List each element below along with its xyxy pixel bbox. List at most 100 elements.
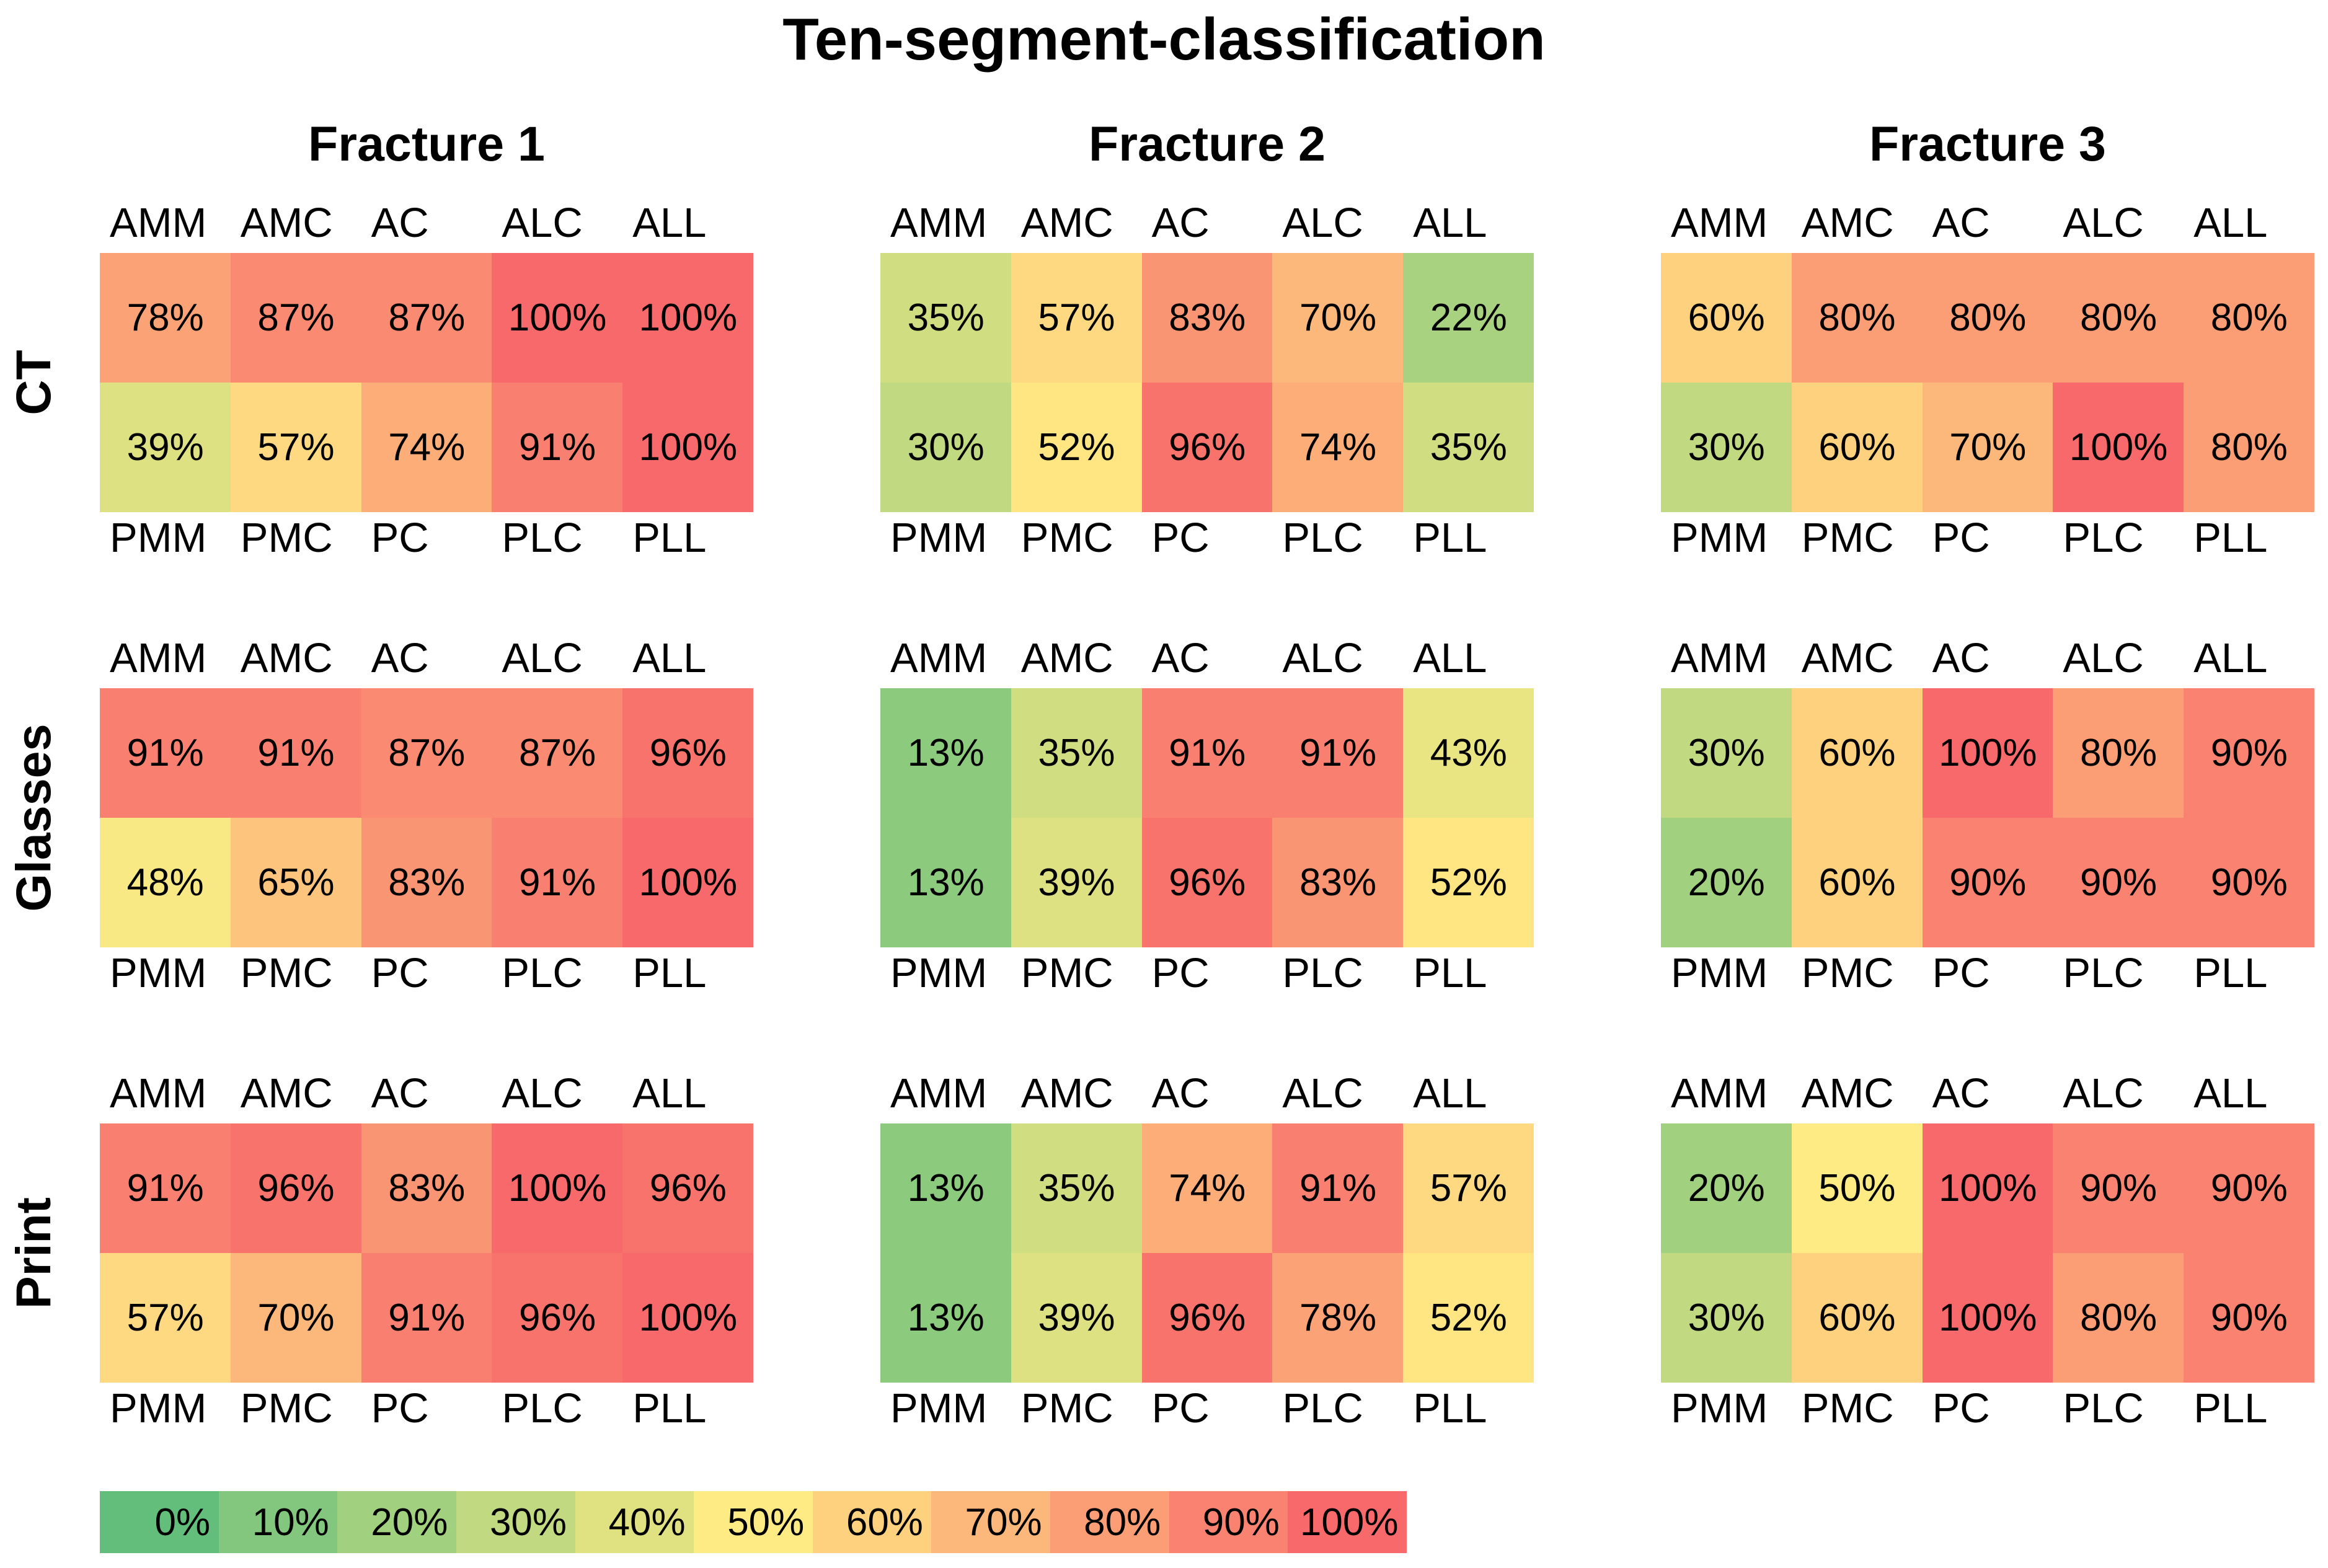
segment-label-ac: AC <box>1932 635 1990 681</box>
heatmap-cell-posterior: 83% <box>1272 818 1404 947</box>
heatmap-cell-anterior: 100% <box>622 253 754 383</box>
cell-value-suffix: % <box>702 861 738 904</box>
segment-label-pmm: PMM <box>890 515 988 561</box>
segment-label-all: ALL <box>632 1070 707 1117</box>
segment-label-alc: ALC <box>2063 200 2144 246</box>
cell-value-suffix: % <box>561 1296 596 1339</box>
heatmap-cell-anterior: 91% <box>1141 688 1273 818</box>
segment-label-pll: PLL <box>2193 515 2268 561</box>
cell-value-suffix: % <box>2122 1167 2158 1210</box>
heatmap-cell-anterior: 90% <box>2184 688 2315 818</box>
cell-value: 91 <box>518 426 562 469</box>
cell-value-suffix: % <box>2003 1296 2037 1339</box>
cell-value: 30 <box>907 426 950 469</box>
heatmap-cell-posterior: 96% <box>1141 818 1273 947</box>
segment-label-amm: AMM <box>1671 1070 1768 1117</box>
cell-value: 91 <box>126 1167 170 1210</box>
heatmap-cell-posterior: 57% <box>100 1253 231 1383</box>
heatmap-cell-anterior: 91% <box>100 1123 231 1253</box>
segment-label-amc: AMC <box>240 635 333 681</box>
heatmap-cell-anterior: 87% <box>361 253 492 383</box>
legend-swatch: 40% <box>575 1491 694 1553</box>
cell-value-suffix: % <box>561 426 596 469</box>
cell-value: 57 <box>1430 1167 1473 1210</box>
cell-value-suffix: % <box>300 426 335 469</box>
heatmap-cell-posterior: 100% <box>622 818 754 947</box>
cell-value: 22 <box>1430 296 1473 339</box>
heatmap-cell-anterior: 91% <box>1272 1123 1404 1253</box>
segment-label-pmm: PMM <box>1671 1385 1768 1432</box>
cell-value-suffix: % <box>950 1296 985 1339</box>
heatmap-cell-posterior: 78% <box>1272 1253 1404 1383</box>
cell-value-suffix: % <box>2003 1167 2037 1210</box>
cell-value: 80 <box>2079 1296 2123 1339</box>
cell-value: 39 <box>126 426 170 469</box>
heatmap-cell-anterior: 100% <box>1922 1123 2053 1253</box>
segment-label-alc: ALC <box>2063 635 2144 681</box>
cell-value-suffix: % <box>950 1167 985 1210</box>
heatmap-cell-posterior: 80% <box>2053 1253 2184 1383</box>
cell-value: 13 <box>907 1167 950 1210</box>
segment-label-pll: PLL <box>2193 1385 2268 1432</box>
heatmap-cell-posterior: 91% <box>492 383 623 512</box>
cell-value: 80 <box>2210 296 2254 339</box>
heatmap-cell-anterior: 60% <box>1661 253 1792 383</box>
heatmap-cell-posterior: 70% <box>230 1253 362 1383</box>
cell-value: 70 <box>1949 426 1993 469</box>
cell-value-suffix: % <box>1992 426 2027 469</box>
cell-value: 57 <box>1038 296 1081 339</box>
cell-value-suffix: % <box>1861 296 1896 339</box>
cell-value-suffix: % <box>1211 861 1246 904</box>
cell-value: 91 <box>1299 1167 1342 1210</box>
cell-value-suffix: % <box>1861 426 1896 469</box>
heatmap-cell-anterior: 90% <box>2184 1123 2315 1253</box>
segment-label-pc: PC <box>1151 950 1210 996</box>
segment-label-ac: AC <box>1151 635 1210 681</box>
heatmap-cell-posterior: 74% <box>1272 383 1404 512</box>
segment-label-amc: AMC <box>240 1070 333 1117</box>
cell-value-suffix: % <box>1861 1167 1896 1210</box>
heatmap-cell-anterior: 100% <box>1922 688 2053 818</box>
segment-label-ac: AC <box>371 635 429 681</box>
cell-value: 52 <box>1430 1296 1473 1339</box>
cell-value: 100 <box>639 426 703 469</box>
cell-value: 78 <box>1299 1296 1342 1339</box>
cell-value: 83 <box>1169 296 1212 339</box>
segment-label-pll: PLL <box>632 950 707 996</box>
heatmap-cell-anterior: 20% <box>1661 1123 1792 1253</box>
cell-value-suffix: % <box>431 296 466 339</box>
segment-label-amm: AMM <box>1671 635 1768 681</box>
heatmap-cell-posterior: 70% <box>1922 383 2053 512</box>
cell-value: 43 <box>1430 732 1473 774</box>
segment-label-pmm: PMM <box>110 1385 207 1432</box>
cell-value: 60 <box>1818 1296 1862 1339</box>
segment-label-ac: AC <box>371 1070 429 1117</box>
cell-value: 83 <box>1299 861 1342 904</box>
heatmap-cell-anterior: 80% <box>2053 688 2184 818</box>
cell-value-suffix: % <box>1081 732 1115 774</box>
cell-value-suffix: % <box>1472 1167 1507 1210</box>
row-title-print: Print <box>6 1197 61 1309</box>
segment-label-alc: ALC <box>1282 635 1363 681</box>
cell-value: 96 <box>1169 426 1212 469</box>
cell-value: 80 <box>2079 732 2123 774</box>
heatmap-cell-anterior: 43% <box>1403 688 1534 818</box>
legend-swatch: 90% <box>1169 1491 1288 1553</box>
heatmap-cell-posterior: 52% <box>1403 818 1534 947</box>
heatmap-cell-posterior: 91% <box>492 818 623 947</box>
heatmap-cell-posterior: 60% <box>1791 383 1923 512</box>
cell-value-suffix: % <box>1730 1167 1765 1210</box>
cell-value: 70 <box>257 1296 301 1339</box>
heatmap-cell-posterior: 74% <box>361 383 492 512</box>
cell-value-suffix: % <box>950 296 985 339</box>
cell-value-suffix: % <box>692 1167 727 1210</box>
segment-label-pll: PLL <box>2193 950 2268 996</box>
cell-value: 30 <box>1688 1296 1731 1339</box>
cell-value-suffix: % <box>2133 426 2168 469</box>
cell-value-suffix: % <box>950 861 985 904</box>
segment-label-amm: AMM <box>890 635 988 681</box>
heatmap-cell-anterior: 91% <box>1272 688 1404 818</box>
heatmap-cell-posterior: 100% <box>622 1253 754 1383</box>
segment-label-amm: AMM <box>110 1070 207 1117</box>
cell-value: 100 <box>1938 732 2003 774</box>
